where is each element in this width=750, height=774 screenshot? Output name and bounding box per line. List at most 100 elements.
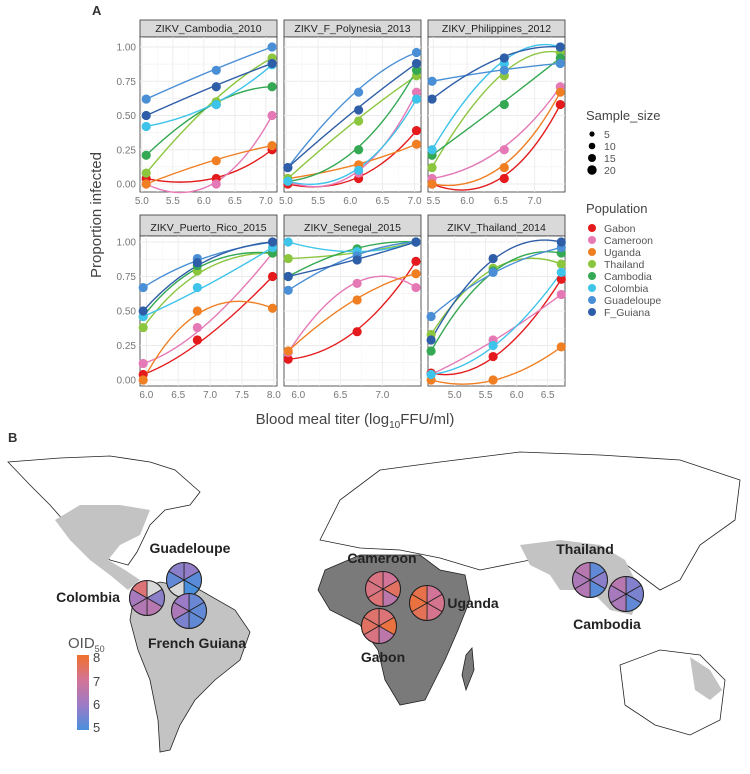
south-america (129, 581, 251, 753)
data-point-gabon (411, 256, 421, 266)
fit-curve-gabon (142, 276, 274, 376)
x-tick-label: 6.0 (510, 390, 524, 401)
data-point-guadeloupe (411, 47, 422, 58)
data-point-uganda (411, 139, 422, 149)
data-point-gabon (555, 99, 565, 110)
data-point-guadeloupe (499, 65, 509, 75)
oid-color-bar (77, 655, 89, 730)
data-point-cameroon (556, 289, 566, 300)
y-tick-label: 0.50 (117, 307, 137, 318)
x-tick-label: 6.0 (139, 390, 153, 401)
site-labels: Colombia Guadeloupe French Guiana Cameroon U… (56, 540, 641, 665)
x-tick-label: 6.5 (375, 196, 389, 207)
x-tick-label: 7.0 (375, 390, 389, 401)
oid-tick-7: 7 (93, 674, 100, 689)
y-tick-label: 0.50 (117, 111, 137, 122)
data-point-uganda (499, 162, 509, 173)
x-tick-label: 5.5 (426, 196, 440, 207)
fit-curve-cambodia (142, 251, 273, 317)
data-point-gabon (556, 274, 566, 284)
x-tick-label: 8.0 (267, 390, 281, 401)
data-point-gabon (499, 173, 509, 184)
x-axis-label-main: Blood meal titer (log (256, 411, 389, 428)
facet-title: ZIKV_Philippines_2012 (442, 23, 551, 35)
data-point-colombia (283, 176, 293, 186)
pie-uganda (409, 585, 445, 621)
x-axis-label: Blood meal titer (log10FFU/ml) (256, 411, 455, 431)
data-point-f_guiana (211, 82, 221, 92)
x-axis-label-unit: FFU/ml) (400, 411, 454, 428)
data-point-gabon (267, 271, 278, 282)
fit-curve-colombia (142, 246, 273, 318)
size-legend-dot (588, 154, 596, 162)
data-point-f_guiana (426, 335, 436, 345)
australia-aedes-range (690, 657, 722, 700)
site-label: Guadeloupe (150, 540, 231, 556)
x-tick-label: 7.0 (408, 196, 422, 207)
population-legend-dot-guadeloupe (588, 296, 596, 304)
data-point-cambodia (411, 65, 422, 75)
data-point-thailand (354, 116, 364, 126)
data-point-f_guiana (354, 105, 364, 115)
facet-zikv-puerto-rico-2015: ZIKV_Puerto_Rico_2015 6.0 6.5 7.0 7.5 8.0 0.00… (117, 214, 281, 401)
x-tick-label: 6.0 (291, 390, 305, 401)
x-tick-label: 7.0 (528, 196, 542, 207)
oid-legend-title-sub: 50 (95, 644, 105, 654)
data-point-f_guiana (267, 58, 277, 69)
data-point-colombia (488, 340, 498, 351)
site-label: Cameroon (347, 550, 416, 566)
data-point-cameroon (352, 278, 362, 288)
population-legend-label: Gabon (604, 223, 636, 235)
data-point-uganda (192, 306, 202, 316)
pie-colombia (129, 580, 165, 616)
data-point-cambodia (499, 99, 509, 110)
madagascar (461, 647, 475, 692)
x-tick-label: 6.0 (343, 196, 357, 207)
data-point-cameroon (267, 110, 277, 121)
data-point-colombia (411, 94, 422, 104)
data-point-f_guiana (427, 94, 437, 104)
population-legend-dot-colombia (588, 284, 596, 292)
data-point-f_guiana (141, 110, 151, 121)
population-legend-dot-gabon (588, 224, 596, 232)
x-tick-label: 7.0 (259, 196, 273, 207)
x-tick-label: 7.5 (235, 390, 249, 401)
data-point-cameroon (499, 145, 509, 155)
panel-label-a: A (92, 3, 102, 18)
x-tick-label: 5.5 (311, 196, 325, 207)
x-tick-label: 6.0 (460, 196, 474, 207)
y-tick-label: 1.00 (117, 43, 137, 54)
site-label: Gabon (361, 649, 405, 665)
pie-outline (572, 562, 608, 598)
site-label: French Guiana (148, 635, 246, 651)
data-point-f_guiana (556, 237, 566, 247)
facet-title: ZIKV_F_Polynesia_2013 (294, 23, 410, 35)
data-point-thailand (141, 168, 151, 178)
population-legend-dot-cameroon (588, 236, 596, 244)
data-point-gabon (411, 125, 422, 136)
x-tick-label: 6.5 (228, 196, 242, 207)
data-point-f_guiana (283, 162, 293, 173)
data-point-f_guiana (411, 237, 421, 247)
size-legend-label: 5 (604, 129, 610, 141)
pie-guadeloupe (166, 562, 202, 598)
data-point-gabon (352, 327, 362, 337)
data-point-cambodia (354, 145, 364, 155)
pie-gabon (361, 608, 397, 644)
data-point-uganda (427, 179, 437, 189)
x-tick-label: 5.5 (479, 390, 493, 401)
data-point-guadeloupe (267, 42, 277, 52)
data-point-cameroon (411, 87, 422, 97)
data-point-f_guiana (555, 42, 565, 52)
data-point-uganda (141, 179, 151, 189)
y-tick-label: 0.00 (117, 180, 137, 191)
data-point-uganda (411, 269, 421, 279)
facet-zikv-senegal-2015: ZIKV_Senegal_2015 6.0 6.5 7.0 (283, 214, 422, 401)
data-point-f_guiana (267, 237, 278, 247)
pie-thailand (572, 562, 608, 598)
pie-outline (365, 571, 401, 607)
data-point-guadeloupe (354, 87, 364, 97)
data-point-uganda (488, 375, 498, 385)
facet-title: ZIKV_Cambodia_2010 (155, 23, 261, 35)
